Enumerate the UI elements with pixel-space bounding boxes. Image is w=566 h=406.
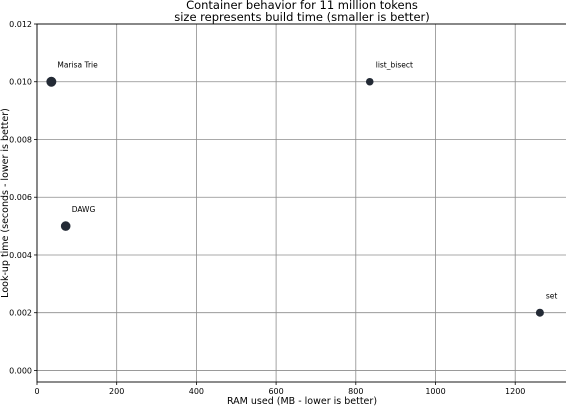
y-axis-label: Look-up time (seconds - lower is better) [0,108,11,298]
x-tick-label: 1200 [505,387,525,396]
x-tick-label: 600 [268,387,283,396]
y-tick-label: 0.010 [9,78,32,87]
x-tick-label: 200 [109,387,124,396]
data-points: Marisa Trie list_bisect DAWG set [46,61,557,317]
x-tick-label: 800 [348,387,363,396]
y-tick-label: 0.004 [9,251,32,260]
x-axis-label: RAM used (MB - lower is better) [227,396,377,406]
axis-ticks: 0 200 400 600 800 1000 1200 0.000 0.002 0.004 0.00… [9,20,525,396]
y-tick-label: 0.008 [9,135,32,144]
data-point-label: Marisa Trie [57,61,98,70]
chart-title: Container behavior for 11 million tokens [186,0,418,12]
data-point [535,308,544,317]
x-tick-label: 1000 [425,387,445,396]
plot-frame [36,23,566,383]
data-point-label: set [546,292,558,301]
y-tick-label: 0.000 [9,366,32,375]
data-point-label: list_bisect [376,61,413,70]
grid-lines [36,23,566,382]
x-tick-label: 0 [34,387,39,396]
data-point [60,221,71,231]
data-point [365,77,374,86]
data-point-label: DAWG [72,205,96,214]
y-tick-label: 0.002 [9,309,32,318]
x-tick-label: 400 [189,387,204,396]
chart-subtitle: size represents build time (smaller is b… [174,10,430,24]
data-point [46,76,57,87]
y-tick-label: 0.012 [9,20,32,29]
y-tick-label: 0.006 [9,193,32,202]
